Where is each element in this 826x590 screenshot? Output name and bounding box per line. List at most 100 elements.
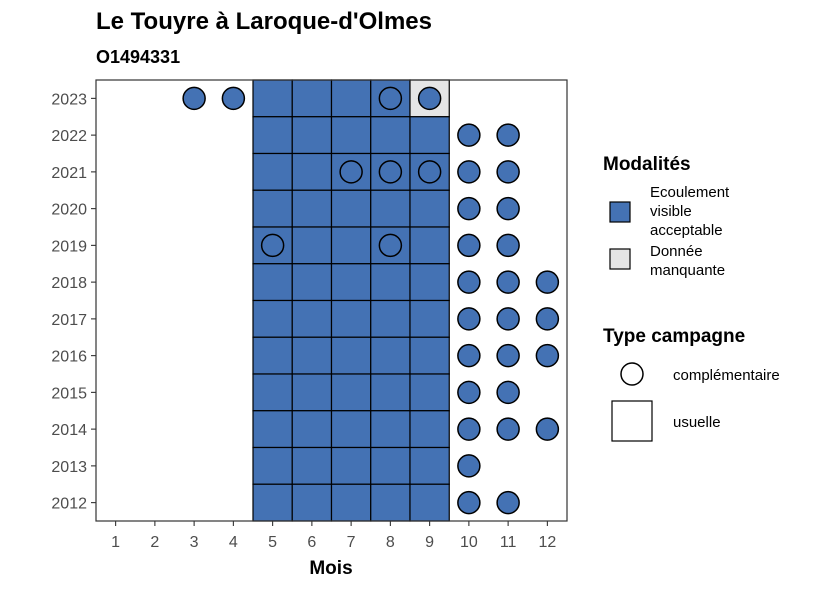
square-mark-2019-6 [291, 226, 333, 265]
y-axis: 2023 2022 2021 2020 2019 2018 2017 2016 2015 2014… [51, 91, 96, 513]
square-mark-2013-8 [370, 446, 411, 485]
square-mark-2013-7 [330, 446, 372, 485]
legend-modalites-title: Modalités [603, 154, 691, 175]
square-mark-2013-5 [252, 446, 293, 485]
circle-mark-2016-10 [457, 343, 481, 368]
x-tick-label-4: 4 [229, 534, 238, 551]
plot-panel [95, 79, 568, 522]
circle-mark-2013-10 [457, 454, 481, 478]
legend-label-complementaire: complémentaire [673, 367, 780, 384]
circle-mark-2017-10 [457, 307, 481, 331]
square-mark-2013-6 [291, 446, 333, 485]
square-mark-2018-7 [330, 263, 372, 302]
y-tick-label-2012: 2012 [51, 496, 87, 513]
circle-mark-2022-11 [496, 123, 520, 147]
circle-mark-2023-3 [182, 86, 206, 111]
y-tick-label-2014: 2014 [51, 422, 87, 439]
legend-modalites: Ecoulement visible acceptable Donnée manquan… [609, 184, 730, 279]
square-mark-2020-6 [291, 189, 333, 228]
square-mark-2017-6 [291, 299, 333, 338]
circle-mark-2018-11 [496, 270, 520, 294]
square-mark-2023-7 [330, 79, 372, 118]
square-mark-2012-5 [252, 483, 293, 522]
x-axis-title: Mois [309, 558, 352, 579]
chart-subtitle: O1494331 [96, 47, 180, 67]
square-mark-2023-6 [291, 79, 333, 118]
square-mark-2015-6 [291, 373, 333, 412]
circle-mark-2020-10 [457, 196, 481, 221]
x-tick-label-11: 11 [500, 534, 517, 551]
circle-mark-2020-11 [496, 196, 520, 221]
circle-mark-2018-10 [457, 270, 481, 294]
x-tick-label-5: 5 [268, 534, 277, 551]
legend-label-ecoulement_visible_acceptable-line-2: visible [650, 203, 692, 220]
square-mark-2014-8 [370, 410, 411, 449]
square-mark-2017-7 [330, 299, 372, 338]
circle-mark-2019-10 [457, 233, 481, 258]
circle-mark-2019-11 [496, 233, 520, 258]
circle-mark-2016-11 [496, 343, 520, 368]
square-mark-2016-8 [370, 336, 411, 375]
square-mark-2020-9 [409, 189, 450, 228]
square-mark-2020-7 [330, 189, 372, 228]
y-tick-label-2015: 2015 [51, 385, 87, 402]
square-mark-2018-5 [252, 263, 293, 302]
square-mark-2012-8 [370, 483, 411, 522]
legend-key-complementaire [620, 362, 644, 386]
y-tick-label-2013: 2013 [51, 459, 87, 476]
x-tick-label-2: 2 [150, 534, 159, 551]
square-mark-2017-5 [252, 299, 293, 338]
square-mark-2016-9 [409, 336, 450, 375]
square-mark-2015-7 [330, 373, 372, 412]
x-tick-label-9: 9 [425, 534, 434, 551]
y-tick-label-2022: 2022 [51, 128, 87, 145]
square-mark-2012-6 [291, 483, 333, 522]
x-tick-label-10: 10 [460, 534, 478, 551]
legend-key-donnee_manquante [609, 248, 631, 270]
y-tick-label-2018: 2018 [51, 275, 87, 292]
circle-mark-2014-11 [496, 417, 520, 441]
legend-label-usuelle: usuelle [673, 414, 721, 431]
square-mark-2013-9 [409, 446, 450, 485]
legend-key-ecoulement_visible_acceptable [609, 201, 631, 223]
square-mark-2015-8 [370, 373, 411, 412]
legend-type-title: Type campagne [603, 326, 745, 347]
circle-mark-2016-12 [535, 343, 560, 368]
y-tick-label-2020: 2020 [51, 202, 87, 219]
square-mark-2018-8 [370, 263, 411, 302]
legend-label-ecoulement_visible_acceptable-line-3: acceptable [650, 222, 723, 239]
x-tick-label-6: 6 [307, 534, 316, 551]
circle-mark-2012-11 [496, 490, 520, 515]
circle-mark-2019-5 [260, 233, 285, 258]
y-tick-label-2017: 2017 [51, 312, 87, 329]
y-tick-label-2023: 2023 [51, 91, 87, 108]
x-tick-label-1: 1 [111, 534, 120, 551]
circle-mark-2023-4 [221, 86, 246, 111]
square-mark-2014-5 [252, 410, 293, 449]
circle-mark-2014-12 [535, 417, 560, 441]
circle-mark-2017-12 [535, 307, 560, 331]
circle-mark-2021-8 [378, 160, 403, 184]
square-mark-2014-7 [330, 410, 372, 449]
square-mark-2014-9 [409, 410, 450, 449]
square-mark-2012-7 [330, 483, 372, 522]
circle-mark-2021-9 [417, 160, 442, 184]
square-mark-2015-9 [409, 373, 450, 412]
legend-label-donnee_manquante-line-1: Donnée [650, 243, 703, 260]
circle-mark-2023-9 [417, 86, 442, 111]
chart-title: Le Touyre à Laroque-d'Olmes [96, 8, 432, 35]
circle-mark-2021-10 [457, 160, 481, 184]
circle-mark-2015-11 [496, 380, 520, 405]
square-mark-2022-6 [291, 116, 333, 155]
circle-mark-2023-8 [378, 86, 403, 111]
square-mark-2022-8 [370, 116, 411, 155]
square-mark-2015-5 [252, 373, 293, 412]
square-mark-2023-5 [252, 79, 293, 118]
y-tick-label-2016: 2016 [51, 349, 87, 366]
x-tick-label-12: 12 [538, 534, 556, 551]
circle-mark-2018-12 [535, 270, 560, 294]
square-mark-2020-5 [252, 189, 293, 228]
square-mark-2022-7 [330, 116, 372, 155]
circle-mark-2021-11 [496, 160, 520, 184]
